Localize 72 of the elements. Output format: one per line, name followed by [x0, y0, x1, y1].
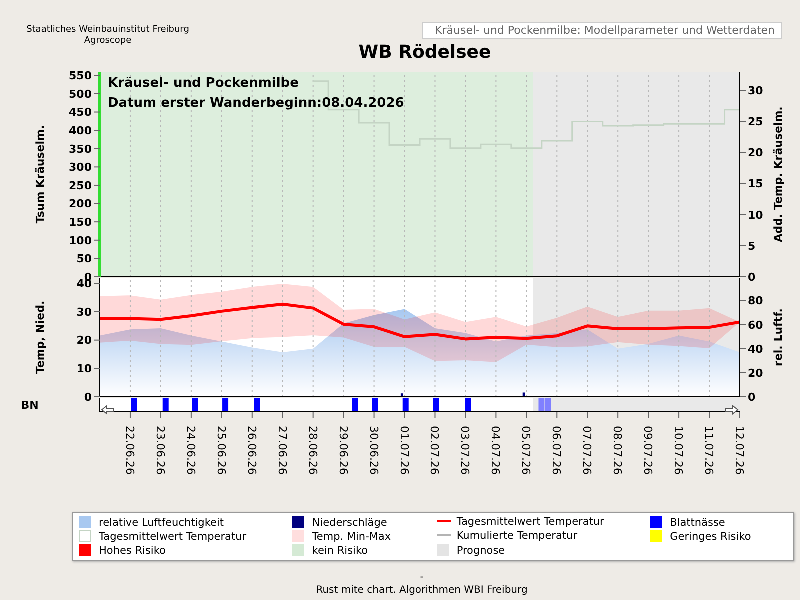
annotation: Datum erster Wanderbeginn:08.04.2026	[108, 96, 404, 111]
chart-title: WB Rödelsee	[358, 42, 492, 63]
y-axis-title: BN	[21, 398, 39, 412]
annotation: Kräusel- und Pockenmilbe	[108, 76, 299, 91]
y2-tick-label: 10	[748, 208, 764, 222]
y2-tick-label: 60	[748, 318, 764, 332]
legend-label: Tagesmittelwert Temperatur	[456, 516, 606, 529]
chart-subtitle: Kräusel- und Pockenmilbe: Modellparameter und Wetterdaten	[422, 22, 782, 39]
legend-label: Prognose	[456, 544, 506, 557]
x-tick-label: 03.07.26	[458, 426, 472, 475]
x-tick-label: 04.07.26	[489, 426, 502, 475]
y-axis-title: Tsum Kräuselm.	[34, 125, 47, 224]
x-tick-label: 01.07.26	[398, 426, 411, 475]
legend-label: Geringes Risiko	[669, 530, 752, 543]
y-tick-label: 200	[69, 198, 92, 211]
x-tick-label: 12.07.26	[733, 426, 746, 475]
legend-label: kein Risiko	[311, 544, 370, 557]
y2-tick-label: 20	[748, 146, 764, 160]
y2-tick-label: 0	[748, 270, 756, 284]
y2-tick-label: 25	[748, 116, 764, 129]
x-tick-label: 10.07.26	[672, 426, 686, 475]
y-tick-label: 10	[76, 362, 92, 376]
y-tick-label: 350	[69, 142, 92, 156]
legend-label: relative Luftfeuchtigkeit	[98, 516, 226, 529]
x-tick-label: 05.07.26	[520, 426, 533, 475]
legend-label: Hohes Risiko	[98, 544, 167, 557]
y2-axis-title: Add. Temp. Kräuselm.	[772, 106, 785, 242]
legend-label: Tagesmittelwert Temperatur	[98, 530, 248, 543]
legend-label: Blattnässe	[669, 516, 726, 529]
y-tick-label: 500	[69, 88, 92, 101]
y2-tick-label: 40	[748, 342, 764, 356]
x-tick-label: 06.07.26	[550, 426, 564, 475]
x-tick-label: 24.06.26	[184, 426, 198, 475]
x-tick-label: 08.07.26	[611, 426, 624, 475]
x-tick-label: 30.06.26	[367, 426, 380, 475]
x-tick-label: 11.07.26	[702, 426, 716, 475]
y2-tick-label: 15	[748, 178, 764, 191]
text: Rust mite chart. Algorithmen WBI Freiburg	[316, 585, 528, 596]
text: -	[420, 572, 424, 583]
y2-tick-label: 0	[748, 390, 756, 404]
x-tick-label: 09.07.26	[642, 426, 655, 475]
legend-label: Kumulierte Temperatur	[456, 530, 579, 543]
x-tick-label: 28.06.26	[306, 426, 320, 475]
y-tick-label: 450	[69, 106, 92, 120]
legend-label: Niederschläge	[311, 516, 388, 529]
y-tick-label: 550	[69, 70, 92, 83]
x-tick-label: 02.07.26	[428, 426, 442, 475]
x-tick-label: 23.06.26	[154, 426, 167, 475]
text: Agroscope	[84, 36, 132, 46]
x-tick-label: 27.06.26	[276, 426, 289, 475]
x-tick-label: 25.06.26	[214, 426, 228, 475]
text: Staatliches Weinbauinstitut Freiburg	[26, 25, 190, 35]
y2-tick-label: 20	[748, 366, 764, 380]
y2-axis-title: rel. Luftf.	[772, 308, 785, 366]
y-tick-label: 150	[69, 216, 92, 229]
y-axis-title: Temp, Nied.	[34, 300, 47, 374]
x-tick-label: 29.06.26	[336, 426, 350, 475]
y-tick-label: 100	[69, 234, 92, 248]
y2-tick-label: 80	[748, 294, 764, 308]
legend-label: Temp. Min-Max	[311, 530, 392, 543]
y2-tick-label: 5	[748, 240, 756, 253]
y-tick-label: 30	[76, 306, 92, 319]
y-tick-label: 0	[84, 390, 92, 404]
y2-tick-label: 30	[748, 84, 764, 98]
x-tick-label: 22.06.26	[123, 426, 136, 475]
y-tick-label: 50	[76, 252, 92, 266]
y-tick-label: 300	[69, 161, 92, 174]
y-tick-label: 400	[69, 124, 92, 138]
x-tick-label: 26.06.26	[245, 426, 258, 475]
x-tick-label: 07.07.26	[580, 426, 594, 475]
y-tick-label: 20	[76, 334, 92, 348]
y-tick-label: 250	[69, 179, 92, 192]
